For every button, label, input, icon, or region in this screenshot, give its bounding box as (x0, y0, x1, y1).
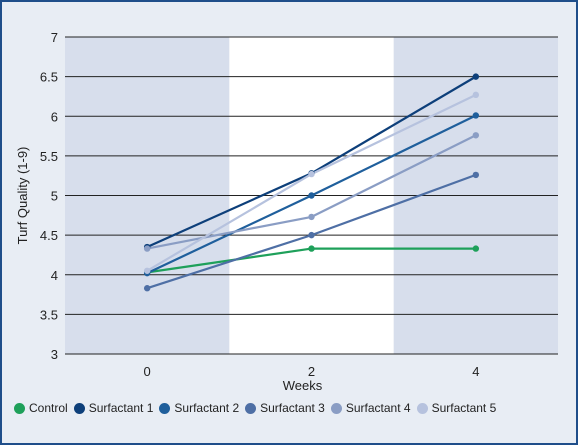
y-tick-label: 5 (51, 189, 58, 204)
legend-item: Surfactant 2 (159, 401, 239, 415)
data-point (472, 91, 480, 99)
data-point (308, 245, 315, 252)
legend-label: Surfactant 2 (174, 401, 240, 415)
legend-item: Surfactant 1 (73, 401, 154, 415)
x-axis-title: Weeks (283, 378, 323, 393)
data-point (143, 267, 151, 274)
y-tick-label: 3 (51, 347, 58, 362)
legend-label: Surfactant 3 (260, 401, 325, 415)
legend-marker-icon (73, 402, 85, 414)
legend-label: Surfactant 4 (345, 401, 411, 415)
x-tick-labels: 0 2 4 (144, 364, 480, 379)
legend-item: Surfactant 4 (330, 401, 411, 415)
legend-item: Surfactant 5 (416, 401, 497, 415)
y-tick-label: 3.5 (40, 307, 58, 322)
legend-item: Surfactant 3 (245, 401, 325, 415)
data-point (472, 112, 480, 119)
y-tick-label: 6 (51, 109, 58, 124)
legend-marker-icon (14, 402, 25, 414)
series-points (143, 73, 480, 292)
x-tick-label: 2 (308, 364, 315, 379)
data-point (308, 231, 315, 239)
data-point (143, 285, 151, 292)
x-tick-label: 0 (144, 364, 151, 379)
legend-label: Surfactant 5 (431, 401, 497, 415)
y-axis-title: Turf Quality (1-9) (15, 147, 30, 245)
data-point (143, 245, 151, 252)
legend: Control Surfactant 1 Surfactant 2 Surfactan… (14, 401, 496, 415)
x-tick-label: 4 (472, 364, 479, 379)
data-point (472, 171, 480, 179)
data-point (308, 170, 315, 178)
y-tick-label: 4 (51, 268, 58, 283)
legend-marker-icon (245, 402, 257, 414)
legend-label: Surfactant 1 (88, 401, 154, 415)
legend-label: Control (29, 401, 68, 415)
y-tick-labels: 3 3.5 4 4.5 5 5.5 6 6.5 7 (40, 30, 58, 362)
legend-item: Control (14, 401, 68, 415)
y-tick-label: 6.5 (40, 70, 58, 85)
data-point (472, 73, 480, 80)
data-point (472, 132, 480, 139)
y-tick-label: 4.5 (40, 228, 58, 243)
y-tick-label: 7 (51, 30, 58, 45)
y-tick-label: 5.5 (40, 149, 58, 164)
data-point (472, 245, 480, 252)
legend-marker-icon (330, 402, 342, 414)
legend-marker-icon (159, 402, 171, 414)
legend-marker-icon (416, 402, 428, 414)
data-point (308, 213, 315, 221)
data-point (308, 192, 315, 199)
